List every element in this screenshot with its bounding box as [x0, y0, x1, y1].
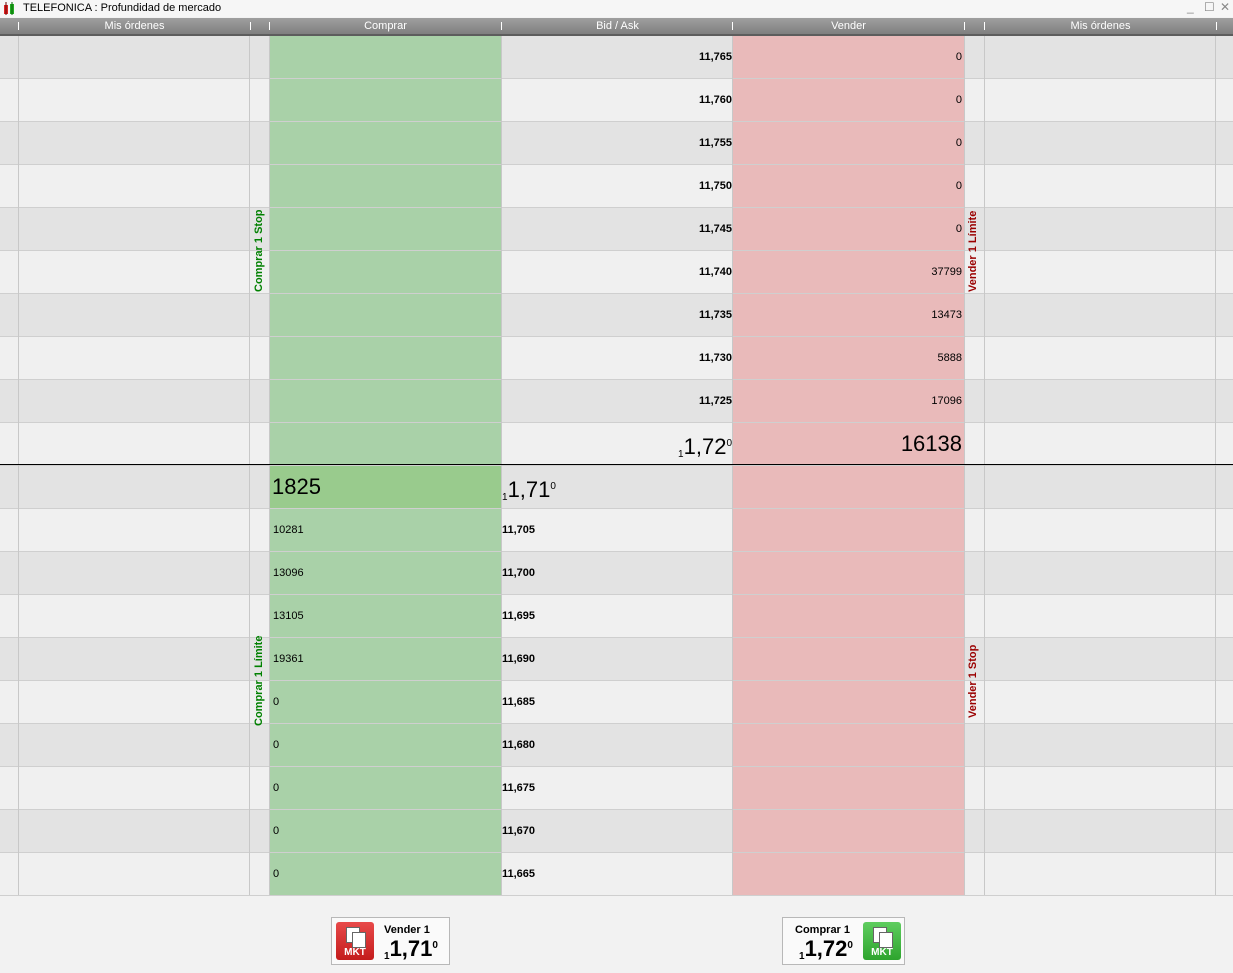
table-row[interactable]	[0, 595, 1233, 638]
bid-price[interactable]: 11,665	[502, 868, 536, 880]
bid-price[interactable]: 11,695	[502, 610, 536, 622]
table-row[interactable]	[0, 509, 1233, 552]
header-my-orders-left[interactable]: Mis órdenes	[104, 20, 165, 32]
table-row[interactable]	[0, 251, 1233, 294]
bid-volume[interactable]: 10281	[273, 524, 304, 536]
table-row[interactable]	[0, 165, 1233, 208]
ask-volume[interactable]: 37799	[931, 266, 962, 278]
table-row[interactable]	[0, 294, 1233, 337]
sell-market-icon: MKT	[336, 922, 374, 960]
best-ask-price[interactable]: 11,720	[678, 434, 732, 460]
table-row[interactable]	[0, 380, 1233, 423]
best-bid-price[interactable]: 11,710	[502, 477, 556, 503]
bid-volume[interactable]: 0	[273, 739, 280, 751]
table-row[interactable]	[0, 681, 1233, 724]
table-row[interactable]	[0, 208, 1233, 251]
bid-price[interactable]: 11,685	[502, 696, 536, 708]
bid-price[interactable]: 11,700	[502, 567, 536, 579]
table-row[interactable]	[0, 337, 1233, 380]
bid-price[interactable]: 11,705	[502, 524, 536, 536]
bid-volume[interactable]: 0	[273, 825, 280, 837]
table-row[interactable]	[0, 552, 1233, 595]
bid-price[interactable]: 11,680	[502, 739, 536, 751]
sell-button-label: Vender 1	[384, 924, 430, 936]
table-row[interactable]	[0, 767, 1233, 810]
buy-limit-label[interactable]: Comprar 1 Límite	[253, 635, 265, 727]
header-sell[interactable]: Vender	[831, 20, 866, 32]
bid-volume[interactable]: 13096	[273, 567, 304, 579]
ask-price[interactable]: 11,725	[698, 395, 732, 407]
candlestick-chart-icon	[4, 2, 14, 15]
ask-volume[interactable]: 0	[955, 51, 962, 63]
table-row[interactable]	[0, 638, 1233, 681]
header-bid-ask[interactable]: Bid / Ask	[596, 20, 639, 32]
window-title: TELEFONICA : Profundidad de mercado	[23, 2, 222, 14]
bid-volume[interactable]: 0	[273, 782, 280, 794]
ask-volume[interactable]: 17096	[931, 395, 962, 407]
table-row[interactable]	[0, 36, 1233, 79]
ask-price[interactable]: 11,755	[698, 137, 732, 149]
ask-price[interactable]: 11,750	[698, 180, 732, 192]
best-ask-volume[interactable]: 16138	[900, 431, 962, 456]
header-buy[interactable]: Comprar	[364, 20, 407, 32]
table-row[interactable]	[0, 122, 1233, 165]
table-row[interactable]	[0, 810, 1233, 853]
table-row[interactable]	[0, 79, 1233, 122]
spread-divider	[0, 464, 1233, 465]
table-row[interactable]	[0, 724, 1233, 767]
minimize-button[interactable]: _	[1187, 0, 1194, 14]
bid-volume[interactable]: 13105	[273, 610, 304, 622]
buy-stop-label[interactable]: Comprar 1 Stop	[253, 209, 265, 293]
best-bid-volume[interactable]: 1825	[272, 474, 321, 499]
sell-limit-label[interactable]: Vender 1 Límite	[967, 210, 979, 292]
table-row[interactable]	[0, 423, 1233, 466]
ask-volume[interactable]: 0	[955, 94, 962, 106]
close-button[interactable]: ✕	[1220, 0, 1231, 14]
buy-button-price: 11,720	[799, 936, 853, 962]
table-row[interactable]	[0, 853, 1233, 896]
sell-stop-label[interactable]: Vender 1 Stop	[967, 644, 979, 718]
ask-volume[interactable]: 13473	[931, 309, 962, 321]
ask-price[interactable]: 11,735	[698, 309, 732, 321]
column-header: Mis órdenes Comprar Bid / Ask Vender Mis…	[0, 18, 1233, 34]
ask-volume[interactable]: 0	[955, 137, 962, 149]
maximize-button[interactable]: ☐	[1204, 0, 1215, 14]
sell-button-price: 11,710	[384, 936, 438, 962]
title-bar: TELEFONICA : Profundidad de mercado _ ☐ …	[0, 0, 1233, 17]
buy-market-icon: MKT	[863, 922, 901, 960]
ask-price[interactable]: 11,760	[698, 94, 732, 106]
sell-market-button[interactable]: MKT Vender 1 11,710	[331, 917, 450, 965]
ask-price[interactable]: 11,740	[698, 266, 732, 278]
bid-price[interactable]: 11,675	[502, 782, 536, 794]
bid-price[interactable]: 11,690	[502, 653, 536, 665]
buy-button-label: Comprar 1	[795, 924, 851, 936]
table-row[interactable]	[0, 466, 1233, 509]
bid-price[interactable]: 11,670	[502, 825, 536, 837]
ask-volume[interactable]: 0	[955, 223, 962, 235]
ask-price[interactable]: 11,745	[698, 223, 732, 235]
ask-price[interactable]: 11,730	[698, 352, 732, 364]
bid-volume[interactable]: 0	[273, 696, 280, 708]
header-my-orders-right[interactable]: Mis órdenes	[1070, 20, 1131, 32]
ask-volume[interactable]: 5888	[937, 352, 962, 364]
buy-market-button[interactable]: Comprar 1 11,720 MKT	[782, 917, 905, 965]
ask-volume[interactable]: 0	[955, 180, 962, 192]
market-depth-grid: 11,765 0 11,760 0 11,755 0 11,750 0 11,7…	[0, 36, 1233, 896]
bid-volume[interactable]: 19361	[273, 653, 304, 665]
ask-price[interactable]: 11,765	[698, 51, 732, 63]
bid-volume[interactable]: 0	[273, 868, 280, 880]
